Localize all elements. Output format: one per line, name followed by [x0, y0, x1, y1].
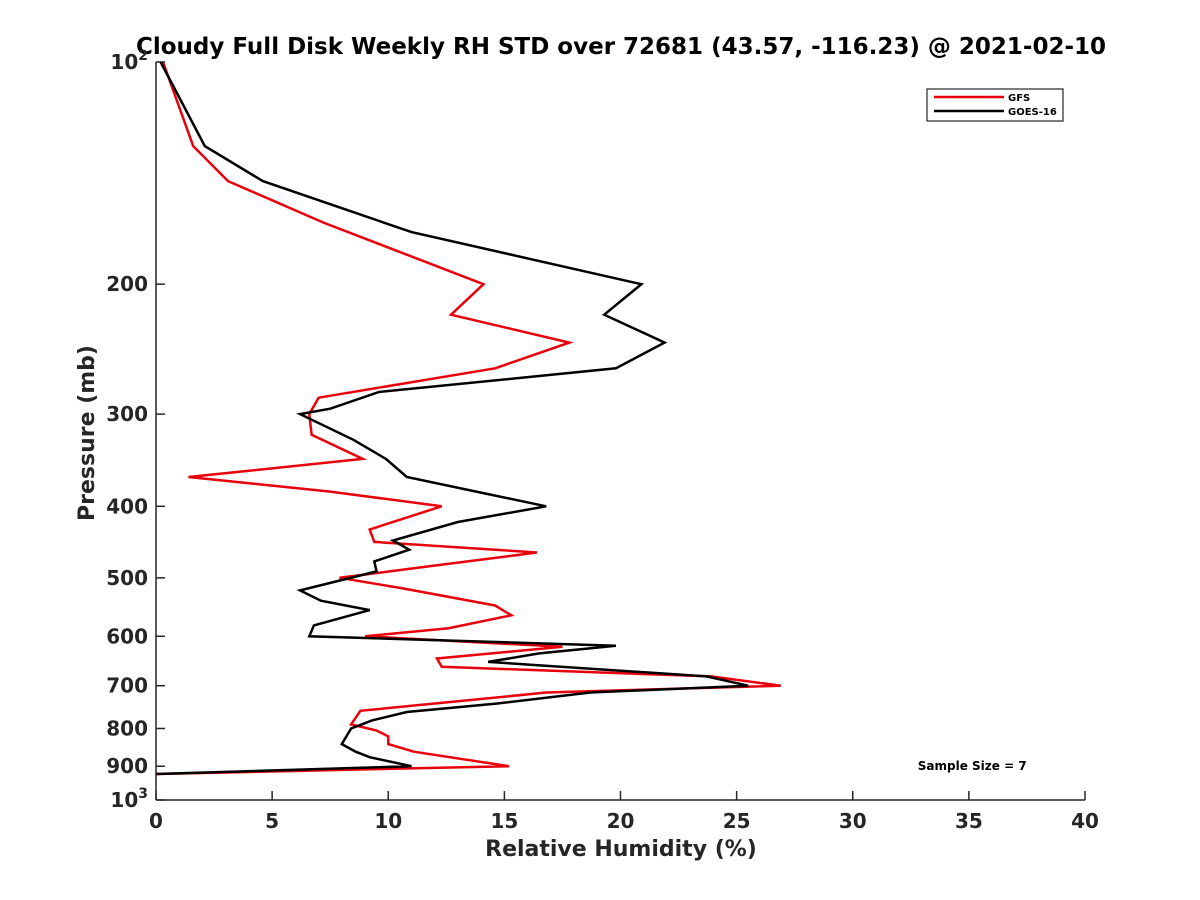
- y-tick-label: 500: [106, 566, 148, 590]
- series-line-gfs: [155, 61, 781, 776]
- legend: GFS GOES-16: [926, 88, 1064, 122]
- y-tick-label: 200: [106, 272, 148, 296]
- x-tick-label: 20: [607, 809, 635, 833]
- y-tick-label: 800: [106, 716, 148, 740]
- x-axis-label: Relative Humidity (%): [485, 837, 757, 862]
- y-tick-label: 102: [110, 48, 148, 74]
- y-tick-label: 600: [106, 624, 148, 648]
- x-ticks: 0 5 10 15 20 25 30 35 40: [149, 791, 1099, 833]
- series-layer: [155, 61, 781, 776]
- x-tick-label: 40: [1071, 809, 1099, 833]
- chart-title: Cloudy Full Disk Weekly RH STD over 7268…: [136, 34, 1106, 60]
- sample-size-annotation: Sample Size = 7: [918, 759, 1027, 773]
- legend-box: [926, 88, 1064, 122]
- x-tick-label: 5: [265, 809, 279, 833]
- y-tick-label: 103: [110, 786, 148, 812]
- y-tick-label: 300: [106, 402, 148, 426]
- series-line-goes-16: [155, 61, 749, 776]
- legend-label-goes16: GOES-16: [1008, 107, 1057, 118]
- x-tick-label: 25: [723, 809, 751, 833]
- y-tick-label: 700: [106, 674, 148, 698]
- x-tick-label: 0: [149, 809, 163, 833]
- y-tick-label: 900: [106, 754, 148, 778]
- y-tick-label: 400: [106, 494, 148, 518]
- x-tick-label: 15: [490, 809, 518, 833]
- y-ticks: 102 200 300 400 500 600 700 800 900 103: [106, 48, 165, 812]
- x-tick-label: 30: [839, 809, 867, 833]
- y-axis-label: Pressure (mb): [75, 345, 100, 521]
- legend-label-gfs: GFS: [1008, 93, 1030, 104]
- x-tick-label: 35: [955, 809, 983, 833]
- x-tick-label: 10: [374, 809, 402, 833]
